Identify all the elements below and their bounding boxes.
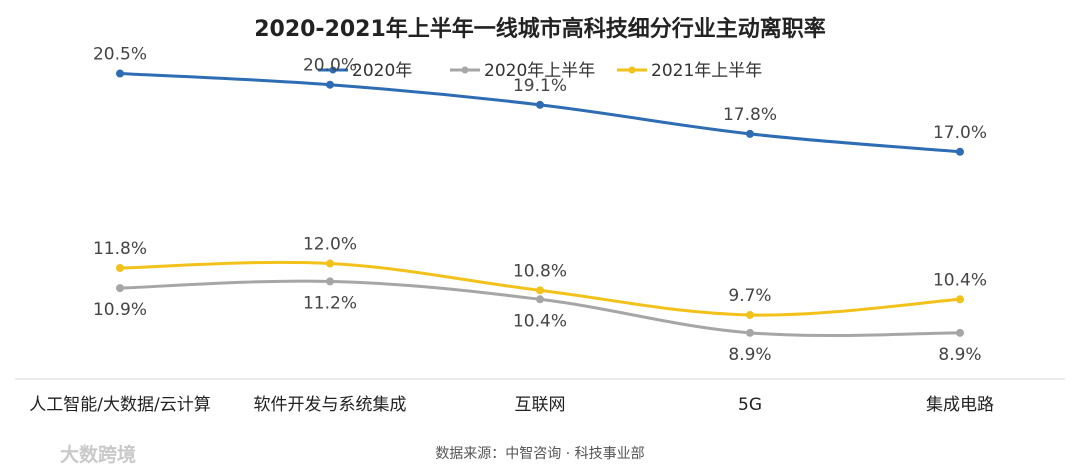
data-label: 10.4% bbox=[933, 270, 987, 290]
watermark-text: 大数跨境 bbox=[60, 443, 136, 466]
data-label: 12.0% bbox=[303, 235, 357, 255]
data-label: 10.9% bbox=[93, 300, 147, 320]
legend-label-2020年上半年: 2020年上半年 bbox=[484, 61, 595, 81]
data-point bbox=[746, 310, 754, 319]
category-label: 人工智能/大数据/云计算 bbox=[29, 395, 210, 415]
data-point bbox=[536, 286, 544, 295]
data-label: 17.8% bbox=[723, 105, 777, 125]
data-point bbox=[956, 295, 964, 304]
category-label: 软件开发与系统集成 bbox=[254, 395, 407, 415]
data-label: 20.5% bbox=[93, 45, 147, 65]
category-label: 集成电路 bbox=[926, 395, 994, 415]
data-point bbox=[116, 69, 124, 78]
data-label: 11.2% bbox=[303, 293, 357, 313]
data-point bbox=[746, 129, 754, 138]
series-2021年上半年: 11.8% 12.0% 10.8% 9.7% 10.4% bbox=[93, 235, 987, 319]
data-label: 8.9% bbox=[728, 345, 771, 365]
legend-marker-2020年上半年 bbox=[461, 66, 469, 74]
category-axis: 人工智能/大数据/云计算 软件开发与系统集成 互联网 5G 集成电路 bbox=[29, 395, 994, 415]
data-label: 11.8% bbox=[93, 239, 147, 259]
data-point bbox=[536, 295, 544, 304]
data-point bbox=[746, 328, 754, 337]
plot-area: 10.9% 11.2% 10.4% 8.9% 8.9% 11.8% 12.0% 10.8% 9.… bbox=[93, 45, 987, 365]
legend-label-2020年: 2020年 bbox=[352, 61, 412, 81]
legend-marker-2020年 bbox=[329, 66, 337, 74]
series-2020年上半年: 10.9% 11.2% 10.4% 8.9% 8.9% bbox=[93, 277, 982, 365]
data-point bbox=[956, 328, 964, 337]
data-point bbox=[956, 147, 964, 156]
data-label: 19.1% bbox=[513, 76, 567, 96]
data-label: 10.8% bbox=[513, 261, 567, 281]
data-label: 17.0% bbox=[933, 123, 987, 143]
category-label: 5G bbox=[738, 395, 762, 415]
data-label: 9.7% bbox=[728, 286, 771, 306]
source-note: 数据来源：中智咨询 · 科技事业部 bbox=[435, 446, 644, 462]
legend-label-2021年上半年: 2021年上半年 bbox=[651, 61, 762, 81]
data-label: 8.9% bbox=[938, 345, 981, 365]
data-point bbox=[326, 277, 334, 286]
legend: 2020年 2020年上半年 2021年上半年 bbox=[318, 61, 762, 81]
series-2020年: 20.5% 20.0% 19.1% 17.8% 17.0% bbox=[93, 45, 987, 156]
category-label: 互联网 bbox=[515, 395, 566, 415]
data-point bbox=[116, 264, 124, 272]
data-label: 20.0% bbox=[303, 56, 357, 76]
chart-title: 2020-2021年上半年一线城市高科技细分行业主动离职率 bbox=[254, 16, 826, 42]
data-point bbox=[326, 259, 334, 268]
legend-marker-2021年上半年 bbox=[628, 66, 636, 74]
data-point bbox=[116, 284, 124, 293]
data-point bbox=[326, 80, 334, 89]
data-label: 10.4% bbox=[513, 311, 567, 331]
data-point bbox=[536, 100, 544, 109]
